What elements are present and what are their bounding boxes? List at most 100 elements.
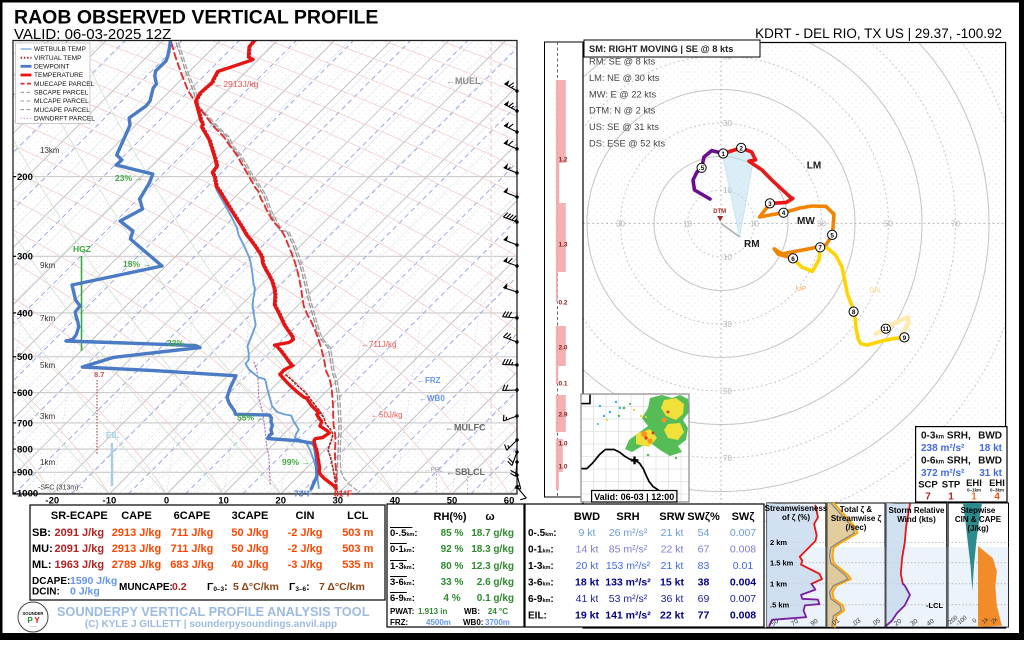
- svg-text:TEMPERATURE: TEMPERATURE: [34, 72, 84, 79]
- svg-text:133 m²/s²: 133 m²/s²: [605, 577, 651, 589]
- svg-text:50: 50: [884, 220, 893, 229]
- svg-text:MLCAPE PARCEL: MLCAPE PARCEL: [34, 98, 89, 105]
- svg-text:2.6 g/kg: 2.6 g/kg: [477, 577, 514, 588]
- svg-text:0.2: 0.2: [559, 300, 568, 307]
- svg-text:11: 11: [882, 326, 889, 333]
- svg-text:600: 600: [17, 388, 33, 399]
- svg-text:0-.5km:: 0-.5km:: [528, 528, 557, 539]
- svg-text:12.3 g/kg: 12.3 g/kg: [471, 561, 514, 572]
- svg-text:←WB0: ←WB0: [419, 394, 445, 403]
- svg-text:141 m²/s²: 141 m²/s²: [605, 610, 651, 622]
- svg-text:3-6km:: 3-6km:: [528, 578, 554, 589]
- svg-text:Y: Y: [34, 616, 40, 625]
- svg-text:2913 J/kg: 2913 J/kg: [112, 543, 162, 555]
- svg-text:SRH: SRH: [616, 511, 639, 523]
- svg-text:711 J/kg: 711 J/kg: [171, 543, 214, 555]
- svg-text:UP: UP: [796, 284, 806, 293]
- svg-text:7: 7: [818, 245, 822, 252]
- svg-text:-SFC (313m) -: -SFC (313m) -: [38, 485, 83, 492]
- svg-text:←SBLCL: ←SBLCL: [446, 467, 485, 477]
- svg-text:38: 38: [698, 577, 710, 589]
- svg-text:1.0: 1.0: [559, 441, 568, 448]
- svg-text:0.1: 0.1: [559, 381, 568, 388]
- svg-text:503 m: 503 m: [342, 543, 373, 555]
- svg-text:SBCAPE PARCEL: SBCAPE PARCEL: [34, 90, 89, 97]
- svg-text:RM: SE @ 8 kts: RM: SE @ 8 kts: [589, 57, 656, 67]
- svg-text:200: 200: [17, 172, 33, 183]
- svg-text:SM: RIGHT MOVING | SE @ 8 kts: SM: RIGHT MOVING | SE @ 8 kts: [589, 44, 733, 54]
- svg-text:FRZ:: FRZ:: [390, 618, 408, 627]
- svg-text:CIN & CAPE: CIN & CAPE: [955, 515, 1002, 524]
- svg-text:92 %: 92 %: [441, 544, 464, 555]
- svg-text:1.3: 1.3: [559, 242, 568, 249]
- svg-text:10: 10: [750, 220, 759, 229]
- svg-text:6-9km:: 6-9km:: [528, 594, 554, 605]
- svg-text:0.008: 0.008: [730, 544, 756, 556]
- svg-text:-LCL: -LCL: [926, 601, 943, 610]
- svg-text:0.007: 0.007: [730, 593, 756, 605]
- svg-text:99% →: 99% →: [282, 457, 310, 467]
- svg-text:4: 4: [994, 492, 1000, 503]
- svg-text:0.007: 0.007: [730, 527, 756, 539]
- svg-text:←2913J/kg: ←2913J/kg: [215, 79, 259, 89]
- svg-text:MU:: MU:: [32, 543, 53, 555]
- svg-text:1.2: 1.2: [559, 157, 568, 164]
- svg-text:7 Δ°C/km: 7 Δ°C/km: [319, 581, 365, 593]
- svg-text:1.913 in: 1.913 in: [418, 607, 447, 616]
- svg-text:ω: ω: [485, 511, 494, 523]
- svg-text:372 m²/s²: 372 m²/s²: [921, 468, 965, 479]
- svg-text:77: 77: [698, 610, 710, 622]
- svg-text:DCIN:: DCIN:: [32, 587, 60, 598]
- svg-text:WETBULB TEMP: WETBULB TEMP: [34, 46, 87, 53]
- svg-text:1: 1: [971, 492, 977, 503]
- svg-text:900: 900: [17, 468, 33, 479]
- svg-text:(J/kg): (J/kg): [967, 524, 989, 533]
- svg-text:54: 54: [698, 527, 710, 539]
- svg-text:535 m: 535 m: [342, 559, 373, 571]
- svg-text:-2 J/kg: -2 J/kg: [288, 527, 323, 539]
- svg-text:23% →: 23% →: [115, 173, 143, 183]
- svg-text:22 kt: 22 kt: [661, 544, 684, 556]
- svg-text:Wind (kts): Wind (kts): [897, 515, 936, 524]
- svg-text:70: 70: [723, 454, 732, 463]
- svg-text:4: 4: [782, 210, 786, 217]
- svg-text:85 %: 85 %: [441, 528, 464, 539]
- svg-text:0-3km SRH,: 0-3km SRH,: [921, 431, 971, 442]
- svg-text:50: 50: [723, 387, 732, 396]
- svg-text:←50J/kg: ←50J/kg: [371, 411, 403, 420]
- svg-text:CIN: CIN: [296, 510, 315, 522]
- svg-text:20 kt: 20 kt: [576, 560, 599, 572]
- svg-text:0-6km SRH,: 0-6km SRH,: [921, 456, 971, 467]
- svg-text:33% →: 33% →: [167, 338, 195, 348]
- svg-text:SWζ: SWζ: [732, 511, 755, 523]
- svg-text:DTM: DTM: [713, 209, 726, 215]
- svg-text:Streamwise ζ: Streamwise ζ: [831, 514, 882, 523]
- svg-text:1: 1: [948, 492, 954, 503]
- svg-text:24 °C: 24 °C: [488, 607, 508, 616]
- svg-text:21 kt: 21 kt: [661, 527, 684, 539]
- svg-text:.5 km: .5 km: [770, 601, 790, 610]
- svg-text:EIL: EIL: [106, 430, 119, 440]
- svg-text:9 kt: 9 kt: [579, 527, 596, 539]
- svg-text:SRW: SRW: [659, 511, 685, 523]
- svg-text:3CAPE: 3CAPE: [232, 510, 269, 522]
- svg-text:70: 70: [951, 220, 960, 229]
- svg-text:STP: STP: [942, 480, 961, 491]
- svg-text:(/sec): (/sec): [846, 523, 867, 532]
- svg-text:Valid: 06-03 | 12:00: Valid: 06-03 | 12:00: [594, 492, 674, 502]
- svg-text:6: 6: [791, 256, 795, 263]
- svg-text:0.008: 0.008: [730, 610, 756, 622]
- svg-text:80 %: 80 %: [441, 561, 464, 572]
- svg-text:MW: E @ 22 kts: MW: E @ 22 kts: [589, 89, 656, 99]
- svg-text:3km: 3km: [40, 412, 55, 421]
- svg-text:←711J/kg: ←711J/kg: [361, 340, 396, 349]
- svg-text:683 J/kg: 683 J/kg: [170, 559, 213, 571]
- svg-text:LM: LM: [807, 161, 821, 172]
- svg-text:MW: MW: [797, 216, 815, 227]
- svg-text:Stepwise: Stepwise: [961, 506, 996, 515]
- svg-text:-2 J/kg: -2 J/kg: [288, 543, 323, 555]
- svg-text:1.0: 1.0: [559, 464, 568, 471]
- svg-text:0.1 g/kg: 0.1 g/kg: [477, 593, 514, 604]
- svg-text:9km: 9km: [40, 261, 55, 270]
- svg-text:15 kt: 15 kt: [660, 577, 684, 589]
